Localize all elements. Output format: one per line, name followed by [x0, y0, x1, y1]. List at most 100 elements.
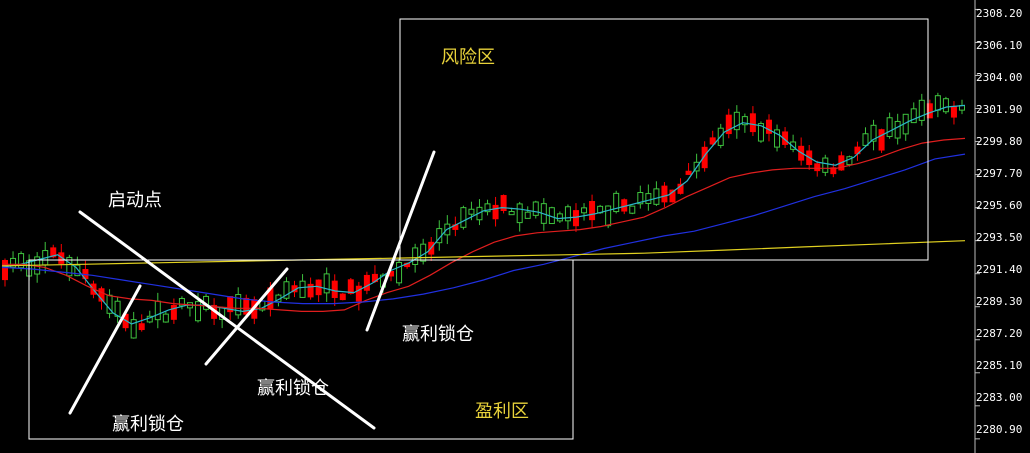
candle-body [870, 124, 877, 142]
lock-line-1 [68, 284, 142, 415]
candle-body [709, 137, 716, 145]
candle [645, 184, 652, 211]
price-tick-label: 2304.00 [976, 71, 1023, 84]
candle [283, 277, 290, 301]
price-tick-label: 2283.00 [976, 391, 1023, 404]
candle-body [195, 301, 202, 322]
candle [130, 311, 137, 339]
candle-body [878, 129, 885, 151]
candle-body [725, 114, 732, 135]
candle-body [894, 120, 901, 139]
candle-body [154, 300, 161, 321]
candle-body [645, 193, 652, 204]
candle-body [572, 210, 579, 227]
price-tick-label: 2287.20 [976, 327, 1023, 340]
candle-body [74, 264, 81, 277]
candle-body [524, 211, 531, 219]
candle-body [653, 188, 660, 205]
candle [613, 190, 620, 214]
candle-body [484, 203, 491, 213]
candle-body [347, 279, 354, 294]
candle [959, 99, 965, 115]
candle [725, 108, 732, 139]
price-tick-label: 2280.90 [976, 423, 1023, 436]
profit-lock-label-1: 赢利锁仓 [112, 414, 184, 435]
candle-body [556, 213, 563, 222]
candle [637, 185, 644, 209]
candle-body [733, 111, 740, 131]
candle-body [741, 116, 748, 126]
risk-zone-label: 风险区 [441, 47, 495, 68]
candle [315, 279, 322, 302]
candle [170, 298, 177, 324]
candle [661, 182, 668, 207]
candle-body [299, 280, 306, 298]
candle [629, 205, 636, 215]
candle-body [492, 204, 499, 220]
candle [765, 114, 772, 142]
candle [484, 199, 491, 216]
moving-averages-group [1, 104, 966, 325]
candle [524, 206, 531, 219]
candle-body [934, 95, 941, 111]
candle-body [814, 163, 821, 172]
price-tick-label: 2285.10 [976, 359, 1023, 372]
candle-body [58, 252, 65, 264]
candle-body [130, 319, 137, 339]
candle [556, 211, 563, 223]
candle-body [749, 113, 756, 133]
candle [685, 163, 692, 175]
candle [307, 277, 314, 300]
candle-body [581, 207, 588, 214]
candle [114, 297, 121, 323]
candle-body [460, 207, 467, 228]
candle [138, 314, 145, 332]
candle [548, 206, 555, 225]
candle [331, 274, 338, 306]
candle-body [10, 257, 17, 268]
candle [564, 204, 571, 230]
candle [878, 128, 885, 153]
candle-body [918, 99, 925, 121]
candle-body [396, 261, 403, 284]
candle [581, 203, 588, 221]
candle [749, 106, 756, 136]
candle [589, 194, 596, 229]
candle [235, 287, 242, 319]
candle-body [170, 305, 177, 320]
candle-body [669, 189, 676, 203]
candle-body [412, 247, 419, 266]
candle [822, 154, 829, 177]
start-point-label: 启动点 [108, 190, 162, 211]
price-tick-label: 2291.40 [976, 263, 1023, 276]
candle-body [162, 313, 169, 323]
price-tick-label: 2308.20 [976, 7, 1023, 20]
ma-fast-line [1, 104, 966, 325]
profit-lock-label-3: 赢利锁仓 [402, 324, 474, 345]
candle [106, 289, 113, 319]
candle [605, 205, 612, 229]
candle-body [757, 123, 764, 142]
candle-body [323, 273, 330, 294]
annotation-lines [68, 150, 436, 430]
profit-lock-label-2: 赢利锁仓 [257, 378, 329, 399]
ma-long-line [1, 240, 966, 267]
candle [934, 92, 941, 118]
candle-body [637, 192, 644, 205]
candle-body [685, 170, 692, 175]
candle [339, 293, 346, 301]
candle [154, 292, 161, 329]
candle [757, 121, 764, 143]
candle [516, 201, 523, 232]
candle [299, 274, 306, 298]
candle-body [138, 323, 145, 331]
candle-body [790, 141, 797, 150]
candle-body [613, 192, 620, 213]
candle-body [98, 288, 105, 302]
candle [950, 101, 957, 125]
candle-body [508, 211, 515, 216]
candle [396, 258, 403, 286]
candle-body [243, 297, 250, 315]
candle [774, 124, 781, 152]
candle-body [18, 253, 25, 269]
